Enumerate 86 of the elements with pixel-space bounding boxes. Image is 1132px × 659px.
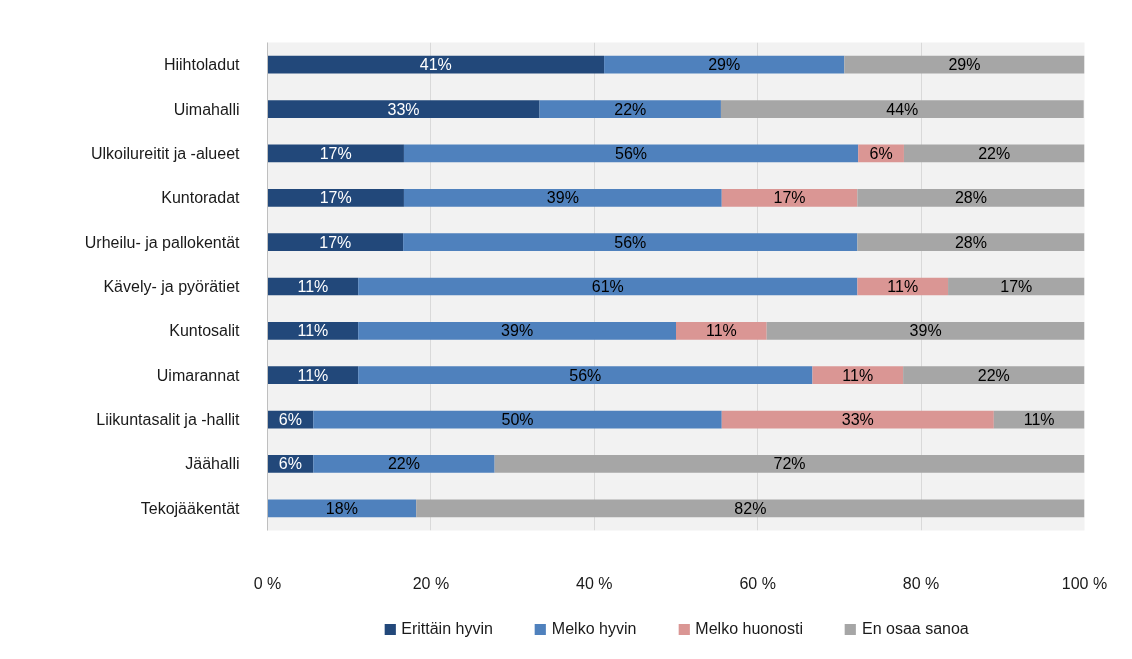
data-label: 22% [387, 455, 420, 473]
bar [721, 410, 994, 429]
x-tick-label: 20 % [412, 574, 450, 592]
bar [604, 55, 845, 74]
data-label: 22% [978, 144, 1011, 162]
data-label: 22% [977, 366, 1010, 384]
bar [403, 233, 858, 252]
data-label: 11% [887, 278, 919, 295]
bar [403, 144, 859, 163]
bar [416, 499, 1085, 518]
data-label: 22% [614, 100, 647, 118]
y-tick-label: Liikuntasalit ja -hallit [96, 411, 241, 429]
data-label: 17% [1000, 278, 1033, 295]
legend-label: Melko huonosti [695, 620, 803, 638]
data-label: 29% [948, 56, 981, 74]
data-label: 39% [909, 322, 942, 340]
x-tick-label: 60 % [739, 574, 776, 592]
bar [676, 321, 767, 340]
y-tick-label: Urheilu- ja pallokentät [84, 233, 241, 251]
data-label: 33% [841, 411, 874, 429]
data-label: 11% [842, 366, 874, 384]
data-label: 17% [319, 189, 352, 207]
bar [267, 188, 404, 207]
bar [539, 100, 721, 118]
data-label: 44% [886, 100, 919, 118]
bar [267, 499, 417, 518]
data-label: 18% [325, 499, 358, 517]
bar [403, 188, 722, 207]
x-tick-label: 0 % [253, 574, 282, 592]
data-label: 56% [615, 144, 648, 162]
y-tick-label: Jäähalli [185, 455, 240, 473]
data-label: 50% [501, 411, 534, 429]
data-label: 17% [319, 233, 352, 251]
data-label: 39% [501, 322, 534, 340]
x-tick-label: 40 % [576, 574, 613, 592]
data-label: 28% [954, 233, 987, 251]
bar [494, 455, 1085, 473]
bar [267, 55, 605, 74]
data-label: 56% [569, 366, 602, 384]
data-label: 72% [773, 455, 806, 473]
data-label: 82% [734, 499, 767, 517]
y-tick-label: Ulkoilureitit ja -alueet [90, 144, 241, 162]
x-tick-label: 80 % [902, 574, 940, 592]
x-tick-label: 100 % [1061, 574, 1108, 592]
bar [844, 55, 1085, 74]
bar [313, 455, 495, 473]
bar [766, 321, 1085, 340]
data-label: 17% [773, 189, 806, 207]
y-tick-label: Kävely- ja pyörätiet [103, 278, 241, 295]
data-label: 6% [869, 144, 893, 162]
bar [358, 366, 813, 385]
bar [267, 100, 540, 118]
legend-label: Erittäin hyvin [401, 620, 493, 638]
data-label: 39% [546, 189, 579, 207]
bar [857, 233, 1085, 252]
data-label: 6% [278, 455, 302, 473]
bar [903, 366, 1085, 385]
y-tick-label: Kuntoradat [161, 189, 241, 207]
y-tick-label: Kuntosalit [169, 322, 241, 340]
y-tick-label: Uimarannat [156, 366, 241, 384]
legend-label: En osaa sanoa [861, 620, 969, 638]
data-label: 11% [705, 322, 737, 340]
bar [857, 188, 1085, 207]
bar [267, 233, 404, 252]
bar [721, 188, 858, 207]
legend-label: Melko hyvin [551, 620, 637, 638]
y-tick-label: Hiihtoladut [163, 56, 241, 74]
bar [313, 410, 722, 429]
bar [358, 277, 858, 296]
data-label: 33% [387, 100, 420, 118]
y-tick-label: Uimahalli [173, 100, 240, 118]
data-label: 28% [954, 189, 987, 207]
data-label: 11% [297, 366, 329, 384]
data-label: 29% [708, 56, 741, 74]
data-label: 11% [297, 322, 329, 340]
data-label: 41% [419, 56, 452, 74]
data-label: 56% [614, 233, 647, 251]
data-label: 6% [278, 411, 302, 429]
data-label: 17% [319, 144, 352, 162]
bar [720, 100, 1084, 118]
data-label: 11% [1023, 411, 1055, 429]
data-label: 61% [591, 278, 624, 295]
y-tick-label: Tekojääkentät [140, 499, 241, 517]
bar [812, 366, 904, 385]
data-label: 11% [297, 278, 329, 295]
bar [358, 321, 676, 340]
